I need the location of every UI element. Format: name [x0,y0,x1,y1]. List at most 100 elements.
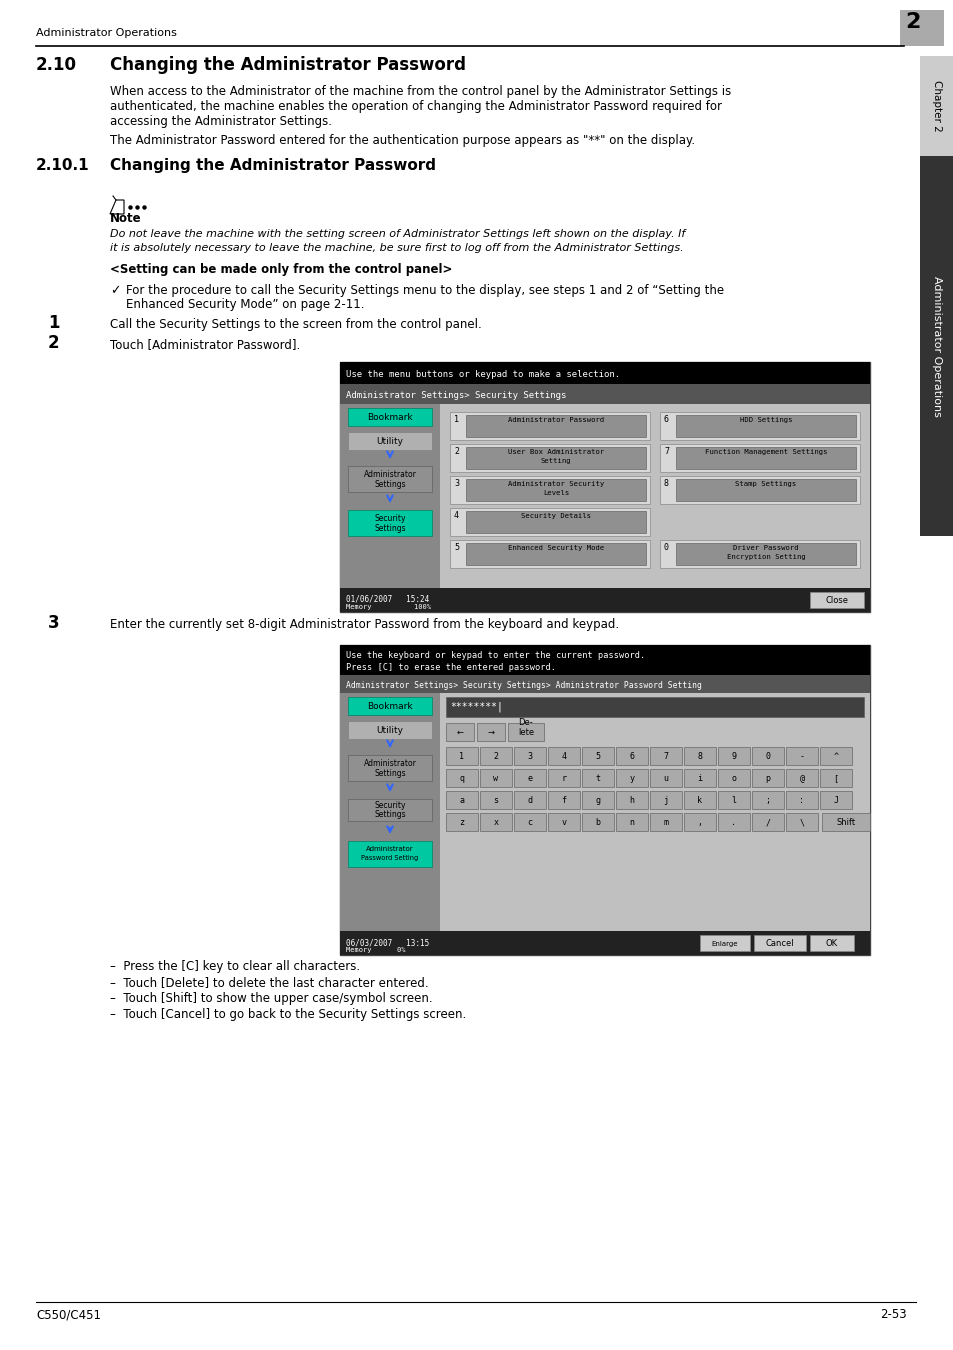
FancyBboxPatch shape [899,9,943,46]
FancyBboxPatch shape [547,747,579,765]
Text: ^: ^ [833,752,838,761]
Text: 6: 6 [629,752,634,761]
FancyBboxPatch shape [809,593,863,608]
FancyBboxPatch shape [446,697,863,717]
FancyBboxPatch shape [751,791,783,809]
Text: C550/C451: C550/C451 [36,1308,101,1322]
FancyBboxPatch shape [676,479,855,501]
Text: /: / [764,818,770,828]
Text: 01/06/2007   15:24: 01/06/2007 15:24 [346,595,429,603]
FancyBboxPatch shape [339,589,869,612]
Text: -: - [799,752,803,761]
Text: Administrator Settings> Security Settings: Administrator Settings> Security Setting… [346,392,566,400]
Text: l: l [731,796,736,805]
FancyBboxPatch shape [581,747,614,765]
Text: j: j [662,796,668,805]
FancyBboxPatch shape [751,769,783,787]
FancyBboxPatch shape [479,747,512,765]
Text: Security: Security [374,514,405,522]
FancyBboxPatch shape [683,813,716,832]
Text: \: \ [799,818,803,828]
Text: :: : [799,796,803,805]
Text: o: o [731,774,736,783]
FancyBboxPatch shape [616,769,647,787]
Text: Administrator: Administrator [363,759,416,768]
FancyBboxPatch shape [465,447,645,468]
Text: Settings: Settings [374,769,405,778]
Text: Administrator: Administrator [366,846,414,852]
Text: authenticated, the machine enables the operation of changing the Administrator P: authenticated, the machine enables the o… [110,100,721,113]
Text: 1: 1 [454,414,458,424]
FancyBboxPatch shape [339,362,869,383]
Text: De-
lete: De- lete [517,718,534,737]
Text: For the procedure to call the Security Settings menu to the display, see steps 1: For the procedure to call the Security S… [126,284,723,297]
FancyBboxPatch shape [465,414,645,437]
FancyBboxPatch shape [820,791,851,809]
Text: Function Management Settings: Function Management Settings [704,450,826,455]
FancyBboxPatch shape [514,747,545,765]
Text: Administrator Settings> Security Settings> Administrator Password Setting: Administrator Settings> Security Setting… [346,680,701,690]
FancyBboxPatch shape [446,791,477,809]
Text: accessing the Administrator Settings.: accessing the Administrator Settings. [110,115,332,128]
Text: 5: 5 [595,752,599,761]
Text: Shift: Shift [836,818,855,828]
FancyBboxPatch shape [821,813,869,832]
Text: Stamp Settings: Stamp Settings [735,481,796,487]
Text: f: f [561,796,566,805]
Text: Enhanced Security Mode” on page 2-11.: Enhanced Security Mode” on page 2-11. [126,298,364,311]
Text: p: p [764,774,770,783]
Text: Chapter 2: Chapter 2 [931,80,941,132]
FancyBboxPatch shape [820,769,851,787]
Text: Utility: Utility [376,726,403,734]
FancyBboxPatch shape [348,697,432,716]
Text: Encryption Setting: Encryption Setting [726,554,804,560]
FancyBboxPatch shape [581,791,614,809]
Text: Cancel: Cancel [765,940,794,948]
FancyBboxPatch shape [659,540,859,568]
FancyBboxPatch shape [439,693,869,932]
FancyBboxPatch shape [507,724,543,741]
Text: v: v [561,818,566,828]
FancyBboxPatch shape [683,769,716,787]
Text: q: q [459,774,464,783]
Text: J: J [833,796,838,805]
Text: ,: , [697,818,701,828]
FancyBboxPatch shape [751,813,783,832]
Text: Security: Security [374,801,405,810]
Text: OK: OK [825,940,837,948]
Text: Driver Password: Driver Password [733,545,798,551]
FancyBboxPatch shape [339,404,439,589]
FancyBboxPatch shape [348,721,432,738]
FancyBboxPatch shape [649,791,681,809]
Text: 0: 0 [764,752,770,761]
Text: 8: 8 [663,479,668,487]
Text: 1: 1 [459,752,464,761]
FancyBboxPatch shape [439,404,869,589]
FancyBboxPatch shape [446,747,477,765]
Text: 4: 4 [454,512,458,520]
FancyBboxPatch shape [339,645,869,954]
FancyBboxPatch shape [547,769,579,787]
FancyBboxPatch shape [659,412,859,440]
FancyBboxPatch shape [339,362,869,612]
FancyBboxPatch shape [820,747,851,765]
FancyBboxPatch shape [809,936,853,950]
Text: Security Details: Security Details [520,513,590,518]
FancyBboxPatch shape [450,412,649,440]
FancyBboxPatch shape [616,747,647,765]
Text: –  Touch [Cancel] to go back to the Security Settings screen.: – Touch [Cancel] to go back to the Secur… [110,1008,466,1021]
Text: ✓: ✓ [110,284,120,297]
Text: 2: 2 [454,447,458,456]
FancyBboxPatch shape [649,747,681,765]
Text: i: i [697,774,701,783]
Text: Settings: Settings [374,810,405,819]
Text: –  Touch [Shift] to show the upper case/symbol screen.: – Touch [Shift] to show the upper case/s… [110,992,432,1004]
Text: 4: 4 [561,752,566,761]
FancyBboxPatch shape [616,791,647,809]
Text: Use the keyboard or keypad to enter the current password.: Use the keyboard or keypad to enter the … [346,651,644,660]
Text: n: n [629,818,634,828]
Text: Use the menu buttons or keypad to make a selection.: Use the menu buttons or keypad to make a… [346,370,619,379]
FancyBboxPatch shape [348,841,432,867]
Text: Do not leave the machine with the setting screen of Administrator Settings left : Do not leave the machine with the settin… [110,230,684,239]
FancyBboxPatch shape [751,747,783,765]
